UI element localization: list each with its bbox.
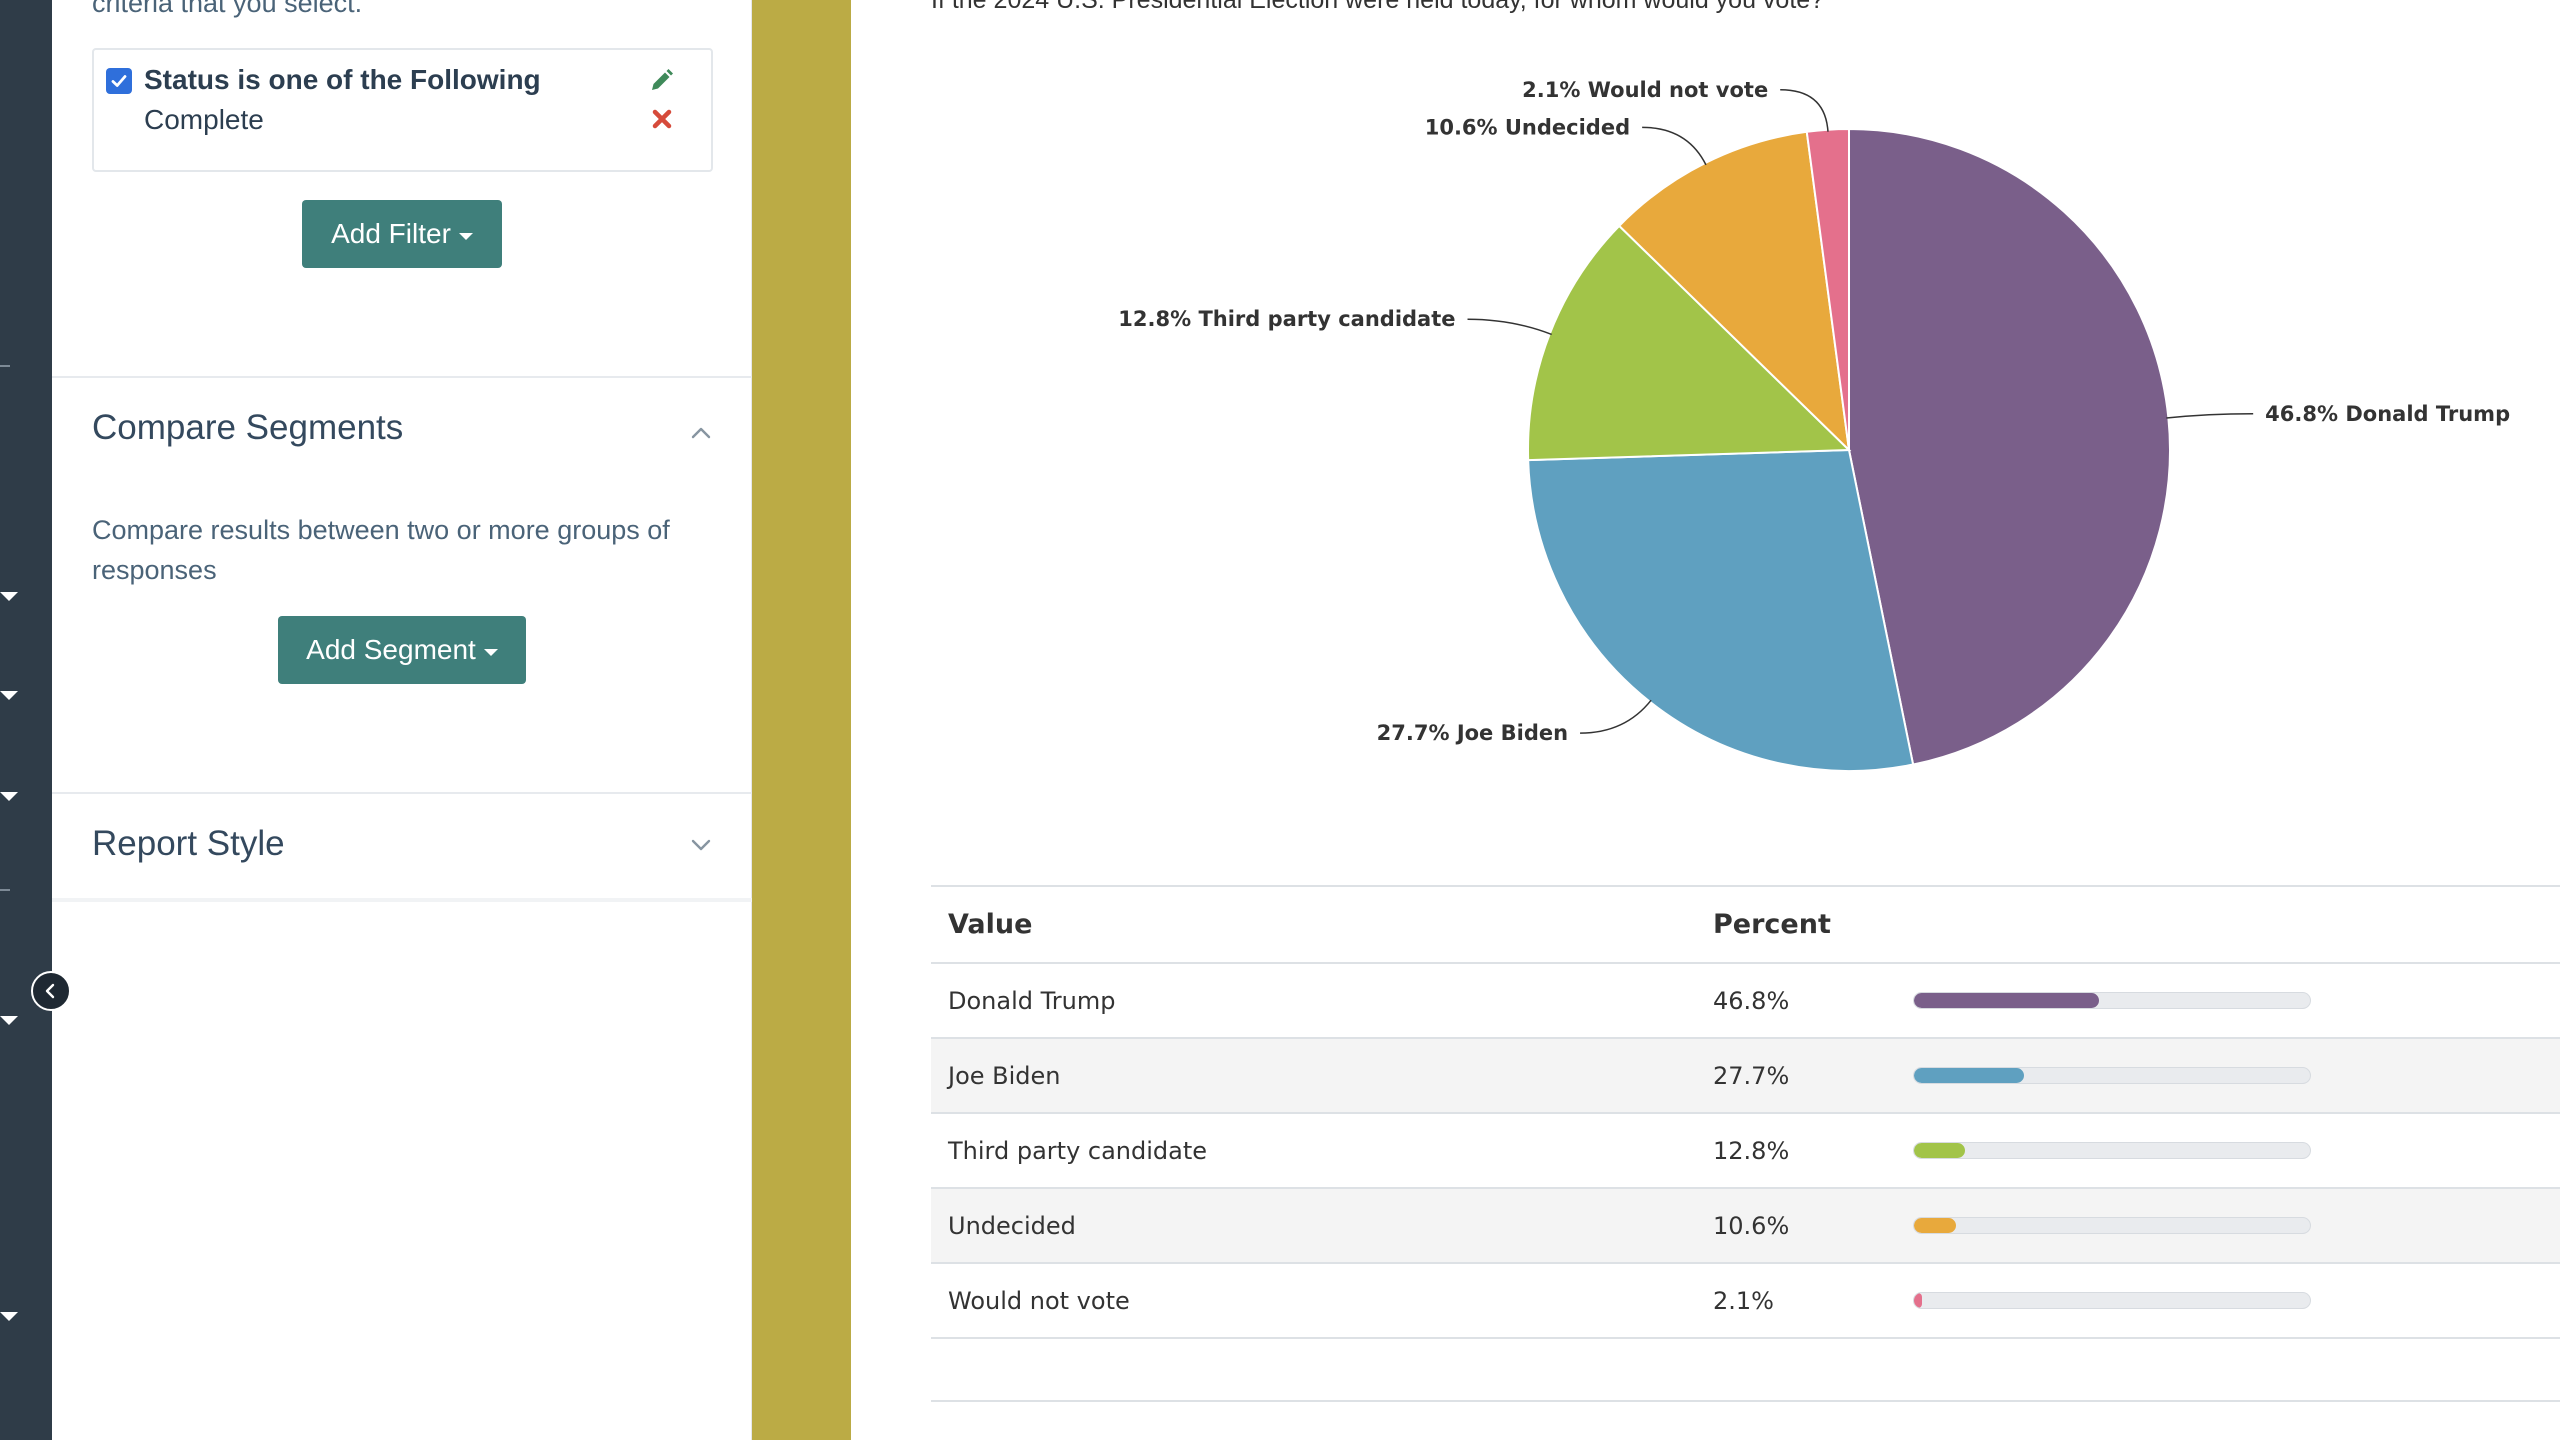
- percent-bar: [1913, 1067, 2311, 1084]
- chevron-down-icon[interactable]: [688, 832, 714, 858]
- column-header-value[interactable]: Value: [931, 885, 1696, 964]
- close-icon: [652, 109, 672, 129]
- filter-title: Status is one of the Following: [144, 64, 541, 95]
- row-percent: 10.6%: [1696, 1188, 1896, 1264]
- filter-checkbox[interactable]: [106, 68, 132, 94]
- caret-down-icon: [458, 232, 473, 240]
- remove-filter-button[interactable]: [651, 108, 673, 135]
- pie-label-connector: [1467, 318, 1552, 336]
- question-text: If the 2024 U.S. Presidential Election w…: [931, 0, 1825, 14]
- table-bottom-rule: [931, 1400, 2560, 1402]
- rail-caret-icon[interactable]: [0, 1016, 18, 1025]
- report-options-panel: criteria that you select. Status is one …: [52, 0, 752, 1440]
- percent-bar-fill: [1914, 1068, 2024, 1083]
- pie-label-connector: [1780, 89, 1829, 132]
- checkmark-icon: [111, 75, 127, 87]
- results-table: Value Percent Donald Trump 46.8% Joe Bid…: [931, 885, 2560, 1339]
- row-bar-cell: [1896, 1038, 2560, 1114]
- column-header-percent[interactable]: Percent: [1696, 885, 1896, 964]
- table-row: Would not vote 2.1%: [931, 1263, 2560, 1339]
- rail-caret-icon[interactable]: [0, 792, 18, 801]
- row-percent: 12.8%: [1696, 1113, 1896, 1189]
- table-row: Third party candidate 12.8%: [931, 1113, 2560, 1189]
- panel-separator: [752, 0, 851, 1440]
- pie-label-connector: [2166, 413, 2254, 419]
- row-percent: 27.7%: [1696, 1038, 1896, 1114]
- table-row: Undecided 10.6%: [931, 1188, 2560, 1264]
- pie-slice[interactable]: [1848, 127, 2171, 766]
- pie-slice[interactable]: [1527, 448, 1915, 772]
- chevron-left-icon: [45, 983, 55, 999]
- percent-bar-fill: [1914, 993, 2100, 1008]
- rail-caret-icon[interactable]: [0, 691, 18, 700]
- rail-caret-icon[interactable]: [0, 1312, 18, 1321]
- row-value: Would not vote: [931, 1263, 1696, 1339]
- rail-divider: [0, 365, 10, 367]
- row-bar-cell: [1896, 1188, 2560, 1264]
- rail-caret-icon[interactable]: [0, 592, 18, 601]
- add-filter-label: Add Filter: [331, 218, 451, 249]
- row-value: Undecided: [931, 1188, 1696, 1264]
- percent-bar-fill: [1914, 1293, 1923, 1308]
- section-divider: [52, 376, 752, 378]
- filter-intro-text: criteria that you select.: [92, 0, 363, 18]
- caret-down-icon: [483, 648, 498, 656]
- table-row: Donald Trump 46.8%: [931, 963, 2560, 1039]
- table-header-row: Value Percent: [931, 885, 2560, 964]
- row-percent: 2.1%: [1696, 1263, 1896, 1339]
- app-nav-rail: [0, 0, 52, 1440]
- row-value: Third party candidate: [931, 1113, 1696, 1189]
- row-bar-cell: [1896, 1113, 2560, 1189]
- row-percent: 46.8%: [1696, 963, 1896, 1039]
- edit-filter-button[interactable]: [648, 68, 674, 99]
- chevron-up-icon[interactable]: [688, 420, 714, 446]
- add-segment-label: Add Segment: [306, 634, 476, 665]
- add-filter-button[interactable]: Add Filter: [302, 200, 502, 268]
- percent-bar-fill: [1914, 1143, 1965, 1158]
- filter-value: Complete: [144, 104, 264, 135]
- pie-label-connector: [1580, 699, 1652, 734]
- compare-segments-description: Compare results between two or more grou…: [92, 515, 670, 585]
- section-divider: [52, 792, 752, 794]
- pie-slice-label: 10.6% Undecided: [1425, 115, 1630, 139]
- pie-slice-label: 2.1% Would not vote: [1522, 78, 1768, 102]
- filter-rule: Status is one of the Following Complete: [92, 48, 713, 172]
- compare-segments-header[interactable]: Compare Segments: [92, 408, 404, 447]
- pie-slice-label: 12.8% Third party candidate: [1118, 307, 1455, 331]
- pie-chart: 46.8% Donald Trump 27.7% Joe Biden 12.8% T…: [1118, 78, 2510, 772]
- pencil-icon: [652, 69, 673, 90]
- percent-bar: [1913, 1217, 2311, 1234]
- percent-bar: [1913, 992, 2311, 1009]
- percent-bar: [1913, 1292, 2311, 1309]
- collapse-panel-button[interactable]: [31, 971, 71, 1011]
- row-bar-cell: [1896, 963, 2560, 1039]
- percent-bar: [1913, 1142, 2311, 1159]
- row-value: Joe Biden: [931, 1038, 1696, 1114]
- report-content: If the 2024 U.S. Presidential Election w…: [851, 0, 2560, 1440]
- row-bar-cell: [1896, 1263, 2560, 1339]
- report-style-header[interactable]: Report Style: [92, 824, 285, 863]
- pie-slice-label: 46.8% Donald Trump: [2265, 402, 2510, 426]
- pie-slice-label: 27.7% Joe Biden: [1377, 721, 1568, 745]
- table-row: Joe Biden 27.7%: [931, 1038, 2560, 1114]
- row-value: Donald Trump: [931, 963, 1696, 1039]
- add-segment-button[interactable]: Add Segment: [278, 616, 526, 684]
- section-divider: [52, 898, 752, 902]
- pie-label-connector: [1642, 126, 1707, 166]
- column-header-bar: [1896, 885, 2560, 964]
- percent-bar-fill: [1914, 1218, 1956, 1233]
- rail-divider: [0, 889, 10, 891]
